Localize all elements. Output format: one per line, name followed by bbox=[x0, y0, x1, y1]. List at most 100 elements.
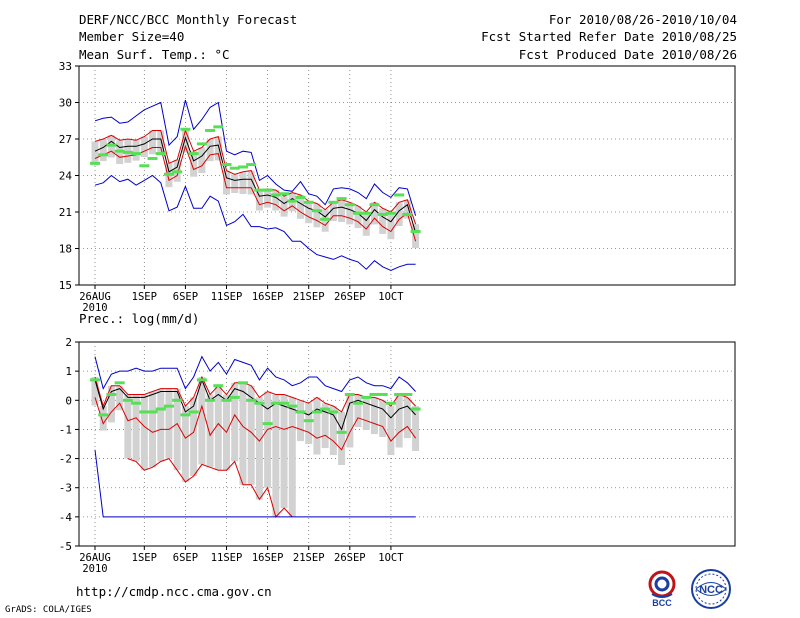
mean-marker bbox=[213, 384, 224, 388]
mean-marker bbox=[328, 200, 339, 204]
ensemble-box bbox=[214, 136, 222, 161]
mean-marker bbox=[279, 401, 290, 405]
y-tick-label: -1 bbox=[59, 423, 72, 436]
mean-marker bbox=[131, 152, 142, 156]
mean-marker bbox=[311, 209, 322, 213]
ensemble-box bbox=[140, 394, 148, 471]
ensemble-box bbox=[247, 170, 255, 195]
series-line-q1 bbox=[94, 397, 417, 451]
mean-marker bbox=[205, 398, 216, 402]
mean-marker bbox=[90, 378, 100, 382]
mean-marker bbox=[361, 211, 372, 215]
grads-credit: GrADS: COLA/IGES bbox=[5, 605, 92, 615]
ensemble-box bbox=[206, 394, 214, 468]
mean-marker bbox=[147, 156, 158, 160]
ensemble-box bbox=[132, 140, 140, 161]
ensemble-box bbox=[313, 203, 321, 228]
ensemble-box bbox=[370, 397, 378, 435]
ensemble-box bbox=[387, 212, 395, 240]
mean-marker bbox=[106, 392, 117, 396]
mean-marker bbox=[172, 170, 183, 174]
series-line-q1 bbox=[94, 144, 417, 242]
ensemble-box bbox=[354, 205, 362, 229]
ensemble-box bbox=[255, 397, 263, 500]
mean-marker bbox=[320, 407, 331, 411]
mean-marker bbox=[221, 163, 232, 167]
ensemble-box bbox=[305, 403, 313, 444]
plot-frame bbox=[78, 341, 736, 547]
mean-marker bbox=[213, 125, 224, 129]
ensemble-box bbox=[247, 385, 255, 485]
mean-marker bbox=[377, 212, 388, 216]
ensemble-box bbox=[362, 397, 370, 431]
mean-marker bbox=[394, 392, 405, 396]
ensemble-box bbox=[272, 190, 280, 211]
mean-marker bbox=[369, 203, 380, 207]
ensemble-box bbox=[329, 406, 337, 456]
ensemble-box bbox=[280, 196, 288, 217]
x-tick-year: 2010 bbox=[82, 563, 107, 575]
mean-marker bbox=[262, 188, 273, 192]
y-tick-label: 27 bbox=[59, 133, 72, 146]
mean-marker bbox=[295, 195, 306, 199]
mean-marker bbox=[295, 410, 306, 414]
x-tick-label: 16SEP bbox=[252, 552, 284, 564]
mean-marker bbox=[303, 419, 314, 423]
ensemble-box bbox=[264, 188, 272, 208]
mean-marker bbox=[196, 378, 207, 382]
ensemble-box bbox=[91, 376, 99, 406]
mean-marker bbox=[270, 193, 281, 197]
x-tick-label: 11SEP bbox=[211, 291, 243, 303]
x-tick-year: 2010 bbox=[82, 302, 107, 314]
mean-marker bbox=[353, 401, 364, 405]
x-tick-label: 1SEP bbox=[132, 291, 157, 303]
ensemble-box bbox=[297, 194, 304, 219]
mean-marker bbox=[163, 172, 174, 176]
ncc-logo: NCC bbox=[691, 569, 731, 609]
x-tick-label: 16SEP bbox=[252, 291, 284, 303]
mean-marker bbox=[147, 410, 158, 414]
mean-marker bbox=[353, 211, 364, 215]
mean-marker bbox=[254, 188, 265, 192]
ensemble-box bbox=[354, 394, 362, 428]
mean-marker bbox=[139, 410, 150, 414]
mean-marker bbox=[122, 150, 133, 154]
ensemble-box bbox=[288, 397, 296, 517]
forecast-start-date: Fcst Started Refer Date 2010/08/25 bbox=[481, 29, 737, 44]
mean-marker bbox=[262, 422, 273, 426]
mean-marker bbox=[303, 200, 314, 204]
mean-marker bbox=[369, 392, 380, 396]
source-url[interactable]: http://cmdp.ncc.cma.gov.cn bbox=[76, 584, 272, 599]
ensemble-box bbox=[379, 208, 387, 234]
ensemble-box bbox=[206, 139, 214, 162]
y-tick-label: -3 bbox=[59, 482, 72, 495]
ensemble-box bbox=[99, 406, 107, 431]
ensemble-box bbox=[387, 406, 395, 456]
ensemble-box bbox=[395, 202, 403, 227]
ensemble-box bbox=[124, 394, 132, 459]
mean-marker bbox=[155, 152, 166, 156]
mean-marker bbox=[180, 127, 191, 131]
mean-marker bbox=[221, 398, 232, 402]
ensemble-box bbox=[412, 224, 420, 249]
ensemble-box bbox=[198, 147, 206, 174]
ensemble-box bbox=[190, 151, 198, 177]
mean-marker bbox=[205, 128, 216, 132]
series-line-q1_low bbox=[127, 458, 293, 518]
mean-marker bbox=[385, 211, 396, 215]
ensemble-box bbox=[181, 130, 189, 153]
mean-marker bbox=[254, 401, 265, 405]
series-line-median bbox=[94, 136, 417, 233]
member-size-label: Member Size=40 bbox=[79, 29, 185, 44]
mean-marker bbox=[402, 212, 413, 216]
series-line-q3 bbox=[94, 128, 417, 225]
y-tick-label: -5 bbox=[59, 540, 72, 553]
ensemble-box bbox=[346, 202, 354, 225]
x-tick-label: 11SEP bbox=[211, 552, 243, 564]
y-tick-label: 24 bbox=[59, 170, 73, 183]
series-line-min bbox=[94, 174, 416, 271]
x-tick-label: 1OCT bbox=[378, 291, 404, 303]
mean-marker bbox=[246, 163, 257, 167]
